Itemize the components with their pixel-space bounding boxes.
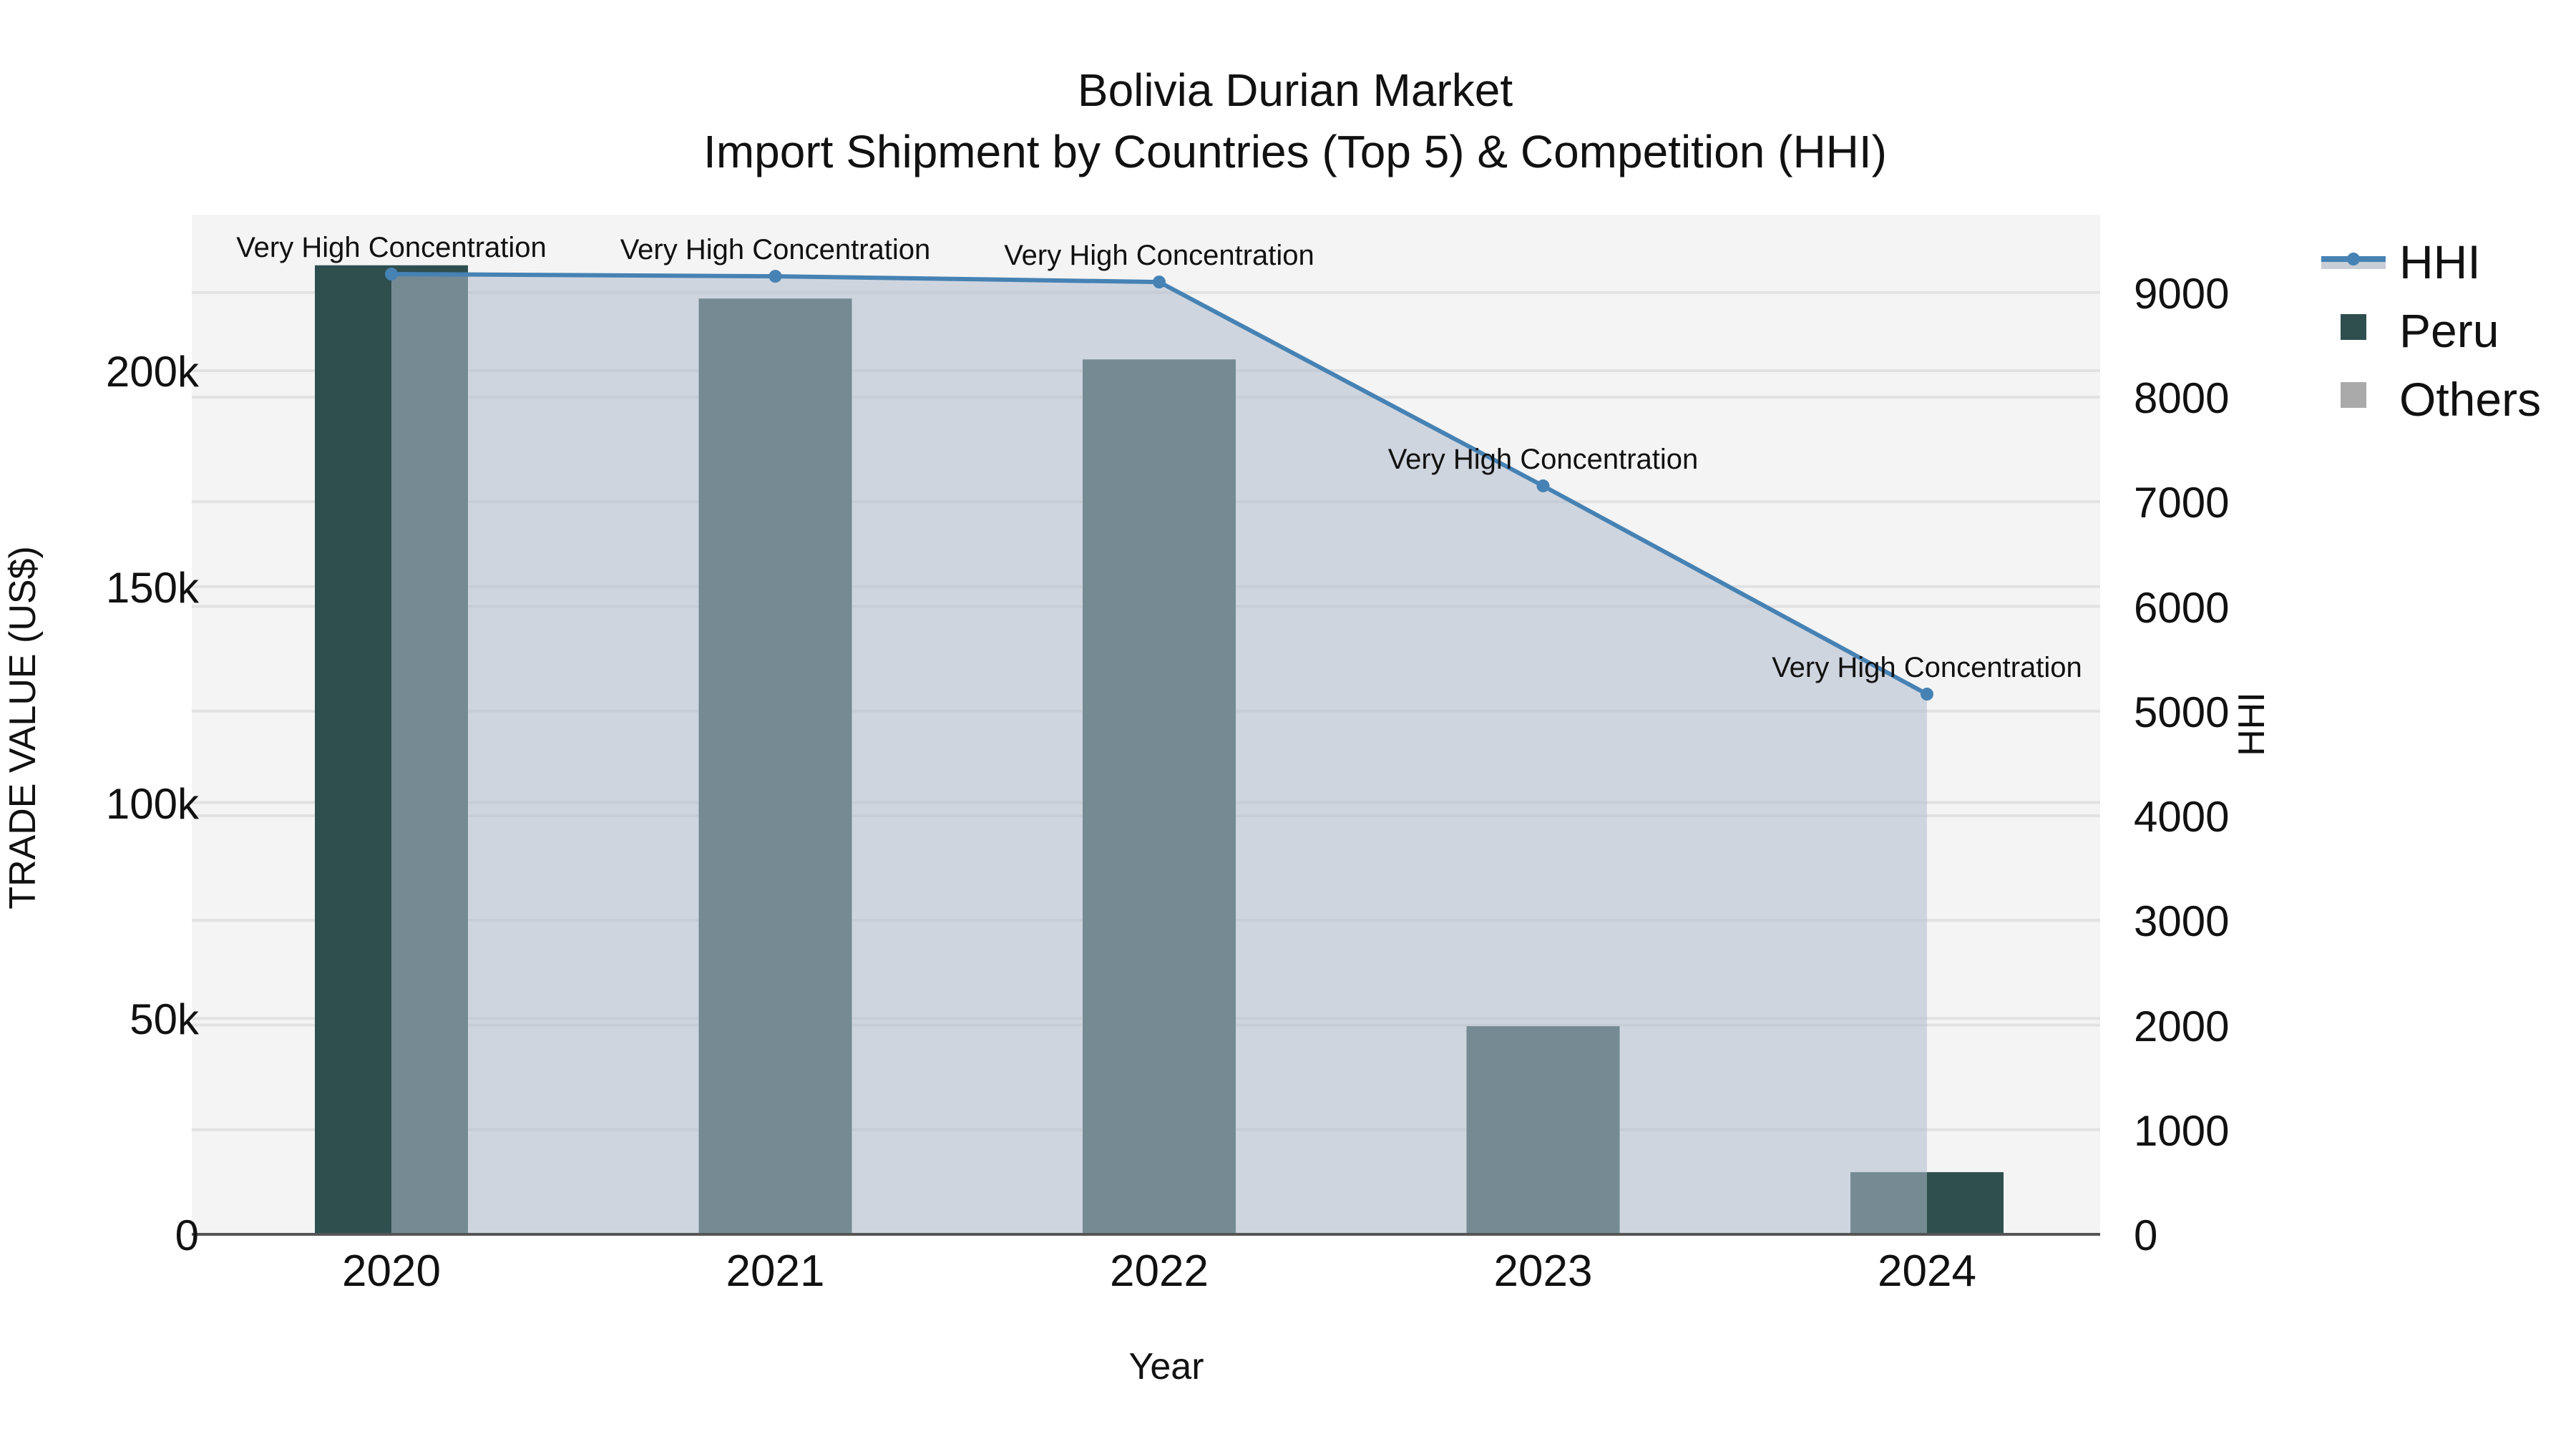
- y-right-tick-label: 2000: [2134, 1002, 2230, 1050]
- x-tick-label: 2020: [342, 1246, 441, 1296]
- y-right-tick-label: 4000: [2134, 793, 2230, 841]
- peru-legend-swatch-icon[interactable]: [2341, 314, 2366, 340]
- y-right-tick-label: 8000: [2134, 374, 2230, 422]
- y-left-tick-label: 50k: [130, 995, 199, 1044]
- y-right-tick-label: 5000: [2134, 688, 2230, 736]
- hhi-point-2024[interactable]: [1921, 688, 1933, 701]
- hhi-annotation: Very High Concentration: [1387, 444, 1699, 476]
- y-right-tick-label: 0: [2134, 1211, 2158, 1259]
- y-left-tick-label: 0: [175, 1211, 199, 1259]
- x-tick-label: 2023: [1493, 1246, 1593, 1296]
- hhi-point-2020[interactable]: [385, 268, 398, 281]
- hhi-annotation: Very High Concentration: [620, 234, 931, 266]
- y-right-tick-label: 9000: [2134, 269, 2230, 318]
- hhi-point-2021[interactable]: [769, 270, 782, 283]
- hhi-annotation: Very High Concentration: [1004, 240, 1314, 272]
- others-legend-swatch-icon[interactable]: [2341, 382, 2366, 408]
- legend-item-peru[interactable]: Peru: [2399, 304, 2499, 357]
- y-left-tick-label: 150k: [105, 563, 199, 612]
- legend-item-others[interactable]: Others: [2399, 373, 2542, 426]
- chart-title: Bolivia Durian Market: [1077, 64, 1513, 116]
- x-axis-title: Year: [1128, 1346, 1204, 1387]
- y-left-tick-label: 100k: [105, 779, 199, 828]
- hhi-annotation: Very High Concentration: [236, 232, 547, 263]
- x-tick-label: 2024: [1878, 1246, 1976, 1296]
- y-right-tick-label: 6000: [2134, 583, 2230, 632]
- hhi-point-2023[interactable]: [1536, 479, 1550, 493]
- hhi-point-2022[interactable]: [1153, 275, 1166, 289]
- hhi-area: [391, 274, 1927, 1234]
- hhi-legend-icon[interactable]: [2321, 246, 2387, 272]
- chart-subtitle: Import Shipment by Countries (Top 5) & C…: [703, 126, 1887, 177]
- y-axis-left-title: TRADE VALUE (US$): [2, 546, 44, 909]
- y-right-tick-label: 1000: [2134, 1106, 2230, 1155]
- y-left-tick-label: 200k: [105, 348, 199, 396]
- x-tick-label: 2022: [1110, 1246, 1209, 1296]
- x-tick-label: 2021: [726, 1246, 825, 1296]
- y-axis-right-title: HHI: [2231, 692, 2273, 756]
- legend-item-hhi[interactable]: HHI: [2399, 235, 2481, 288]
- y-right-tick-label: 7000: [2134, 479, 2230, 527]
- hhi-annotation: Very High Concentration: [1772, 652, 2082, 684]
- y-right-tick-label: 3000: [2134, 897, 2230, 946]
- hhi-line: [385, 268, 1933, 701]
